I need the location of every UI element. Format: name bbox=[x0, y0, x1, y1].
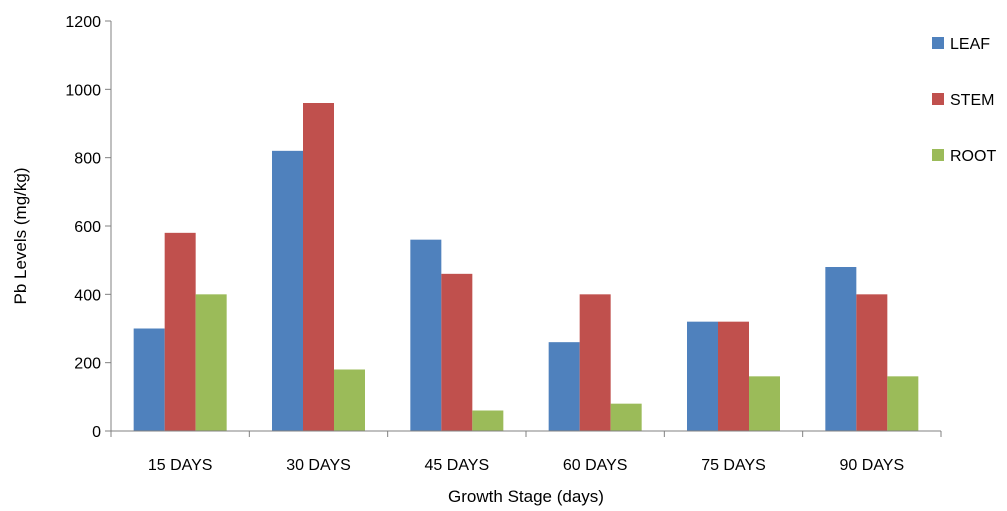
bar-leaf-4 bbox=[548, 342, 580, 431]
legend: LEAF STEM ROOT bbox=[932, 36, 996, 165]
bar-leaf-3 bbox=[410, 239, 442, 431]
legend-label-leaf: LEAF bbox=[950, 36, 990, 53]
y-tick-label: 400 bbox=[74, 287, 101, 304]
legend-label-root: ROOT bbox=[950, 148, 996, 165]
legend-label-stem: STEM bbox=[950, 92, 994, 109]
x-tick-label: 15 DAYS bbox=[148, 457, 213, 474]
legend-swatch-leaf bbox=[932, 37, 944, 49]
y-tick-label: 1200 bbox=[65, 14, 101, 31]
bars bbox=[133, 103, 919, 432]
bar-stem-6 bbox=[856, 294, 888, 431]
bar-leaf-2 bbox=[272, 150, 303, 432]
x-axis-title: Growth Stage (days) bbox=[448, 487, 604, 506]
bar-leaf-5 bbox=[687, 321, 718, 431]
bar-stem-4 bbox=[579, 294, 611, 431]
bar-root-6 bbox=[887, 376, 919, 431]
bar-stem-5 bbox=[718, 321, 749, 431]
bar-leaf-1 bbox=[133, 328, 165, 431]
bar-stem-1 bbox=[164, 232, 196, 431]
bar-root-2 bbox=[334, 369, 365, 431]
y-tick-label: 600 bbox=[74, 219, 101, 236]
bar-root-5 bbox=[749, 376, 780, 431]
legend-swatch-root bbox=[932, 149, 944, 161]
bar-root-4 bbox=[610, 403, 642, 431]
bar-stem-3 bbox=[441, 273, 473, 431]
y-tick-label: 1000 bbox=[65, 82, 101, 99]
bar-root-1 bbox=[195, 294, 227, 431]
y-tick-label: 0 bbox=[92, 424, 101, 441]
x-tick-label: 75 DAYS bbox=[701, 457, 766, 474]
bar-leaf-6 bbox=[825, 267, 857, 431]
x-tick-label: 60 DAYS bbox=[563, 457, 628, 474]
bar-root-3 bbox=[472, 410, 504, 431]
y-tick-label: 800 bbox=[74, 151, 101, 168]
x-tick-label: 30 DAYS bbox=[286, 457, 351, 474]
x-tick-label: 90 DAYS bbox=[840, 457, 905, 474]
y-axis-title: Pb Levels (mg/kg) bbox=[11, 168, 30, 305]
axes: 0 200 400 600 800 1000 1200 15 DAYS 30 DAYS 45 DA… bbox=[65, 14, 942, 474]
y-tick-label: 200 bbox=[74, 356, 101, 373]
x-tick-label: 45 DAYS bbox=[425, 457, 490, 474]
bar-stem-2 bbox=[303, 103, 334, 431]
legend-swatch-stem bbox=[932, 93, 944, 105]
